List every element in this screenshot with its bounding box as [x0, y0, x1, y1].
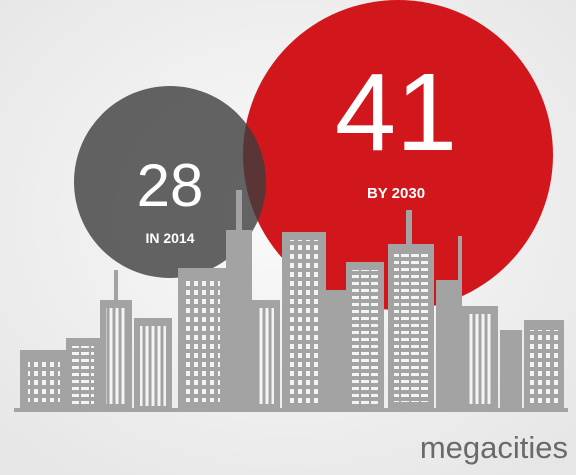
label-2030: BY 2030	[367, 185, 425, 202]
label-2014: IN 2014	[145, 230, 194, 246]
circle-2014	[74, 86, 266, 278]
value-2014: 28	[137, 152, 204, 219]
skyline	[14, 190, 568, 412]
value-2030: 41	[335, 51, 457, 174]
caption: megacities	[420, 430, 568, 465]
